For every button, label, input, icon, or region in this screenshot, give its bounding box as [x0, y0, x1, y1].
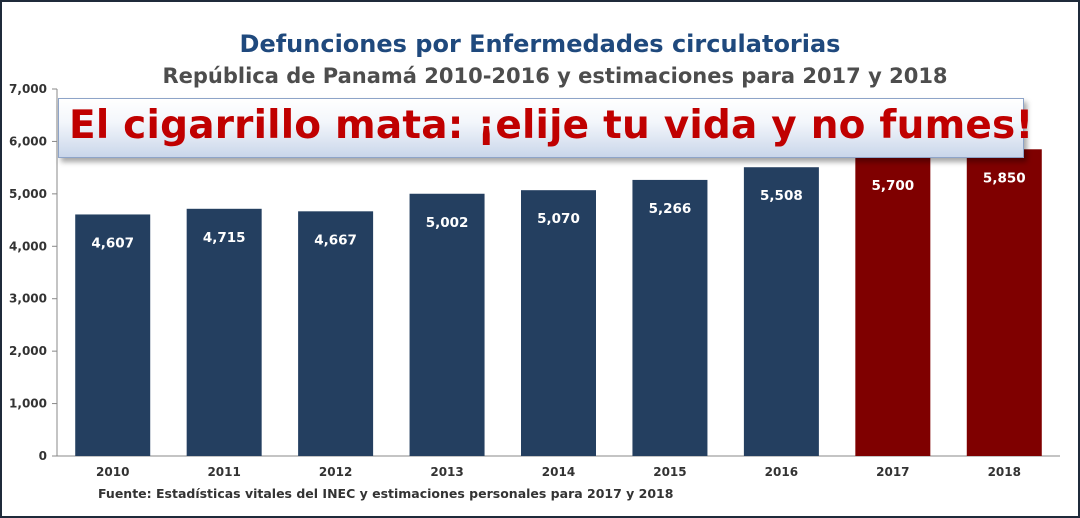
x-tick-label-2014: 2014	[542, 465, 575, 479]
data-label-2012: 4,667	[314, 232, 357, 248]
source-note: Fuente: Estadísticas vitales del INEC y …	[98, 486, 674, 501]
y-tick-label: 2,000	[9, 344, 47, 358]
y-tick-label: 4,000	[9, 239, 47, 253]
x-tick-label-2011: 2011	[207, 465, 240, 479]
x-tick-label-2010: 2010	[96, 465, 129, 479]
bar-2010	[75, 214, 151, 456]
x-tick-label-2018: 2018	[988, 465, 1021, 479]
data-label-2010: 4,607	[91, 235, 134, 251]
chart-subtitle: República de Panamá 2010-2016 y estimaci…	[162, 64, 948, 88]
x-axis: 2010 2011 2012 2013 2014 2015 2016 2017 2018	[96, 465, 1021, 479]
y-tick-label: 0	[39, 449, 47, 463]
data-label-2018: 5,850	[983, 170, 1026, 186]
bar-2011	[186, 208, 262, 456]
y-tick-label: 5,000	[9, 187, 47, 201]
y-tick-label: 6,000	[9, 134, 47, 148]
data-labels: 4,607 4,715 4,667 5,002 5,070 5,266 5,508 5,700…	[91, 170, 1025, 251]
data-label-2015: 5,266	[649, 201, 692, 217]
bar-2012	[298, 211, 374, 456]
bar-2014	[521, 190, 596, 457]
x-tick-label-2017: 2017	[876, 465, 909, 479]
x-tick-label-2013: 2013	[430, 465, 463, 479]
y-tick-label: 3,000	[9, 292, 47, 306]
data-label-2017: 5,700	[871, 178, 914, 194]
data-label-2013: 5,002	[426, 215, 469, 231]
data-label-2014: 5,070	[537, 211, 580, 227]
bar-2013	[409, 193, 485, 456]
bar-2015	[632, 179, 708, 457]
bars	[75, 149, 1042, 457]
y-tick-label: 1,000	[9, 397, 47, 411]
bar-2018	[966, 149, 1042, 457]
warning-banner-text: El cigarrillo mata: ¡elije tu vida y no …	[69, 103, 1034, 148]
data-label-2016: 5,508	[760, 188, 803, 204]
y-tick-label: 7,000	[9, 82, 47, 96]
bar-2017	[855, 157, 931, 456]
x-tick-label-2015: 2015	[653, 465, 686, 479]
x-tick-label-2012: 2012	[319, 465, 352, 479]
data-label-2011: 4,715	[203, 230, 246, 246]
warning-banner: El cigarrillo mata: ¡elije tu vida y no …	[58, 98, 1033, 158]
bar-2016	[743, 167, 819, 456]
x-tick-label-2016: 2016	[765, 465, 798, 479]
chart-title: Defunciones por Enfermedades circulatori…	[239, 30, 841, 58]
